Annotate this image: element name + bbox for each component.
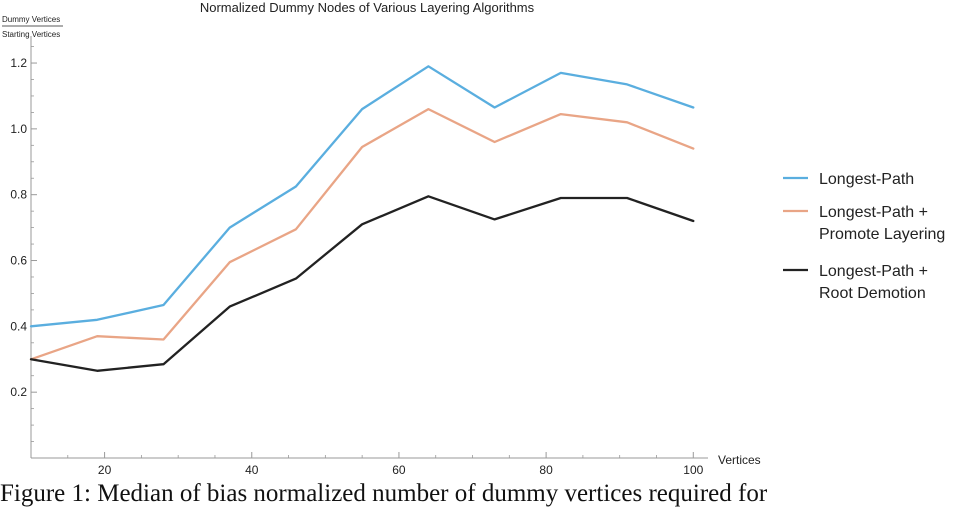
- y-axis-label-numerator: Dummy Vertices: [2, 15, 60, 24]
- legend-label-2: Longest-Path +: [819, 204, 928, 221]
- y-tick-label: 0.6: [10, 254, 27, 268]
- x-tick-label: 80: [539, 463, 553, 477]
- y-tick-label: 1.0: [10, 122, 27, 136]
- axes: 20 40 60 80 100 0.2 0.4 0.6 0.8 1.0 1.2 Vertices: [10, 36, 761, 477]
- x-tick-label: 40: [245, 463, 259, 477]
- x-tick-label: 100: [683, 463, 703, 477]
- figure-caption: Figure 1: Median of bias normalized numb…: [0, 480, 768, 507]
- series-line-3: [29, 195, 695, 372]
- series-line-1: [29, 65, 695, 328]
- legend-label-1: Longest-Path: [819, 171, 914, 188]
- legend: Longest-Path Longest-Path + Promote Layeri…: [783, 171, 945, 302]
- x-axis-label: Vertices: [718, 453, 761, 467]
- series-layer: [29, 65, 695, 372]
- legend-label-2: Promote Layering: [819, 226, 945, 243]
- x-tick-label: 60: [392, 463, 406, 477]
- y-tick-label: 0.8: [10, 188, 27, 202]
- chart-title: Normalized Dummy Nodes of Various Layeri…: [200, 0, 535, 15]
- y-tick-label: 1.2: [10, 56, 27, 70]
- x-tick-label: 20: [98, 463, 112, 477]
- y-tick-label: 0.4: [10, 319, 27, 333]
- legend-label-3: Longest-Path +: [819, 263, 928, 280]
- legend-label-3: Root Demotion: [819, 285, 926, 302]
- y-axis-label-denominator: Starting Vertices: [2, 30, 60, 39]
- series-line-2: [29, 107, 695, 361]
- y-tick-label: 0.2: [10, 385, 27, 399]
